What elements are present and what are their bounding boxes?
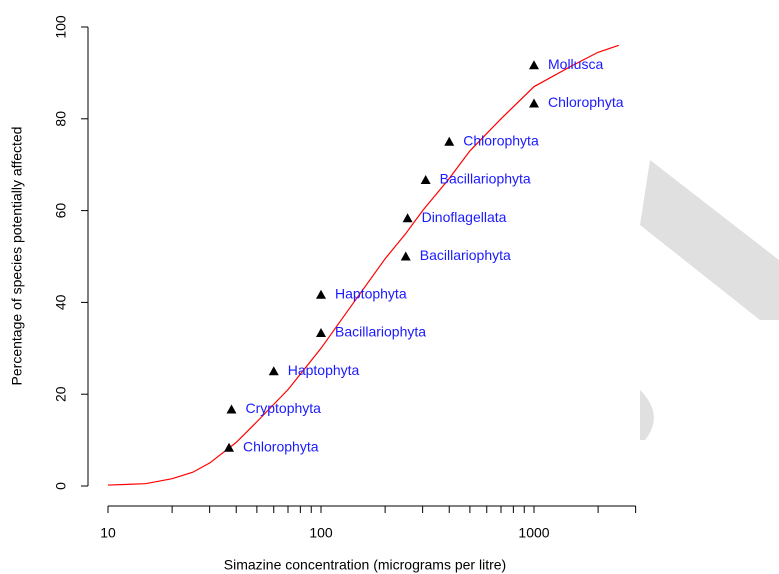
point-label: Haptophyta — [335, 285, 407, 301]
x-tick-label: 10 — [100, 525, 116, 541]
y-tick-label: 20 — [53, 386, 69, 402]
point-marker — [224, 442, 235, 452]
point-label: Bacillariophyta — [440, 171, 531, 187]
point-marker — [444, 136, 455, 146]
point-label: Chlorophyta — [463, 132, 539, 148]
point-label: Haptophyta — [288, 362, 360, 378]
fitted-curve — [107, 44, 619, 486]
y-tick-label: 0 — [53, 482, 69, 490]
point-marker — [316, 289, 326, 299]
watermark — [640, 390, 654, 440]
x-axis-title: Simazine concentration (micrograms per l… — [224, 557, 506, 573]
point-label: Mollusca — [548, 56, 603, 72]
point-label: Chlorophyta — [548, 94, 624, 110]
point-marker — [529, 60, 539, 70]
y-tick-label: 80 — [53, 111, 69, 127]
point-marker — [529, 98, 539, 108]
y-tick-label: 40 — [53, 294, 69, 310]
point-label: Chlorophyta — [243, 438, 319, 454]
point-marker — [316, 328, 326, 338]
point-label: Dinoflagellata — [422, 209, 507, 225]
point-label: Bacillariophyta — [420, 247, 511, 263]
y-tick-label: 60 — [53, 203, 69, 219]
y-tick-label: 100 — [53, 15, 69, 39]
point-label: Bacillariophyta — [335, 324, 426, 340]
point-marker — [268, 366, 279, 376]
point-marker — [400, 251, 411, 261]
point-marker — [226, 404, 237, 414]
watermark — [640, 160, 779, 320]
y-axis-title: Percentage of species potentially affect… — [9, 127, 25, 386]
point-marker — [420, 174, 431, 184]
point-label: Cryptophyta — [245, 400, 321, 416]
point-marker — [402, 213, 413, 223]
x-tick-label: 100 — [309, 525, 333, 541]
x-tick-label: 1000 — [518, 525, 549, 541]
